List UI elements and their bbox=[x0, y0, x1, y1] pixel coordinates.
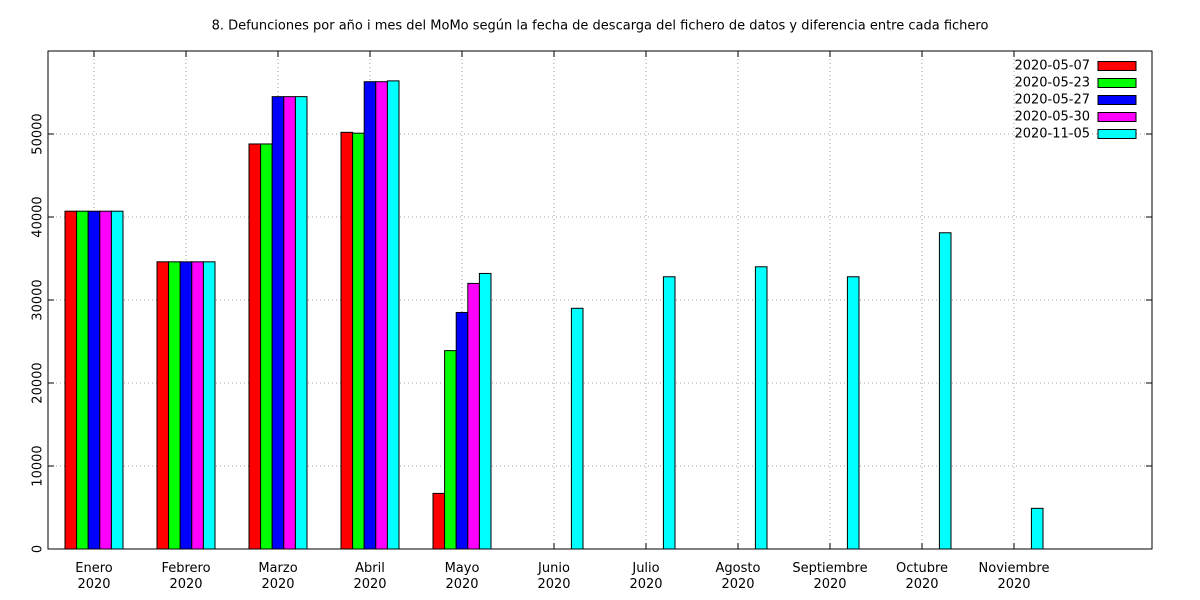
bar bbox=[1030, 507, 1044, 550]
x-tick-label: Mayo 2020 bbox=[445, 561, 480, 592]
bar bbox=[386, 80, 400, 550]
legend-label: 2020-05-07 bbox=[1014, 59, 1090, 74]
legend-swatch bbox=[1097, 78, 1137, 88]
legend-swatch bbox=[1097, 61, 1137, 71]
bar bbox=[271, 96, 285, 550]
chart-title: 8. Defunciones por año i mes del MoMo se… bbox=[212, 19, 989, 34]
legend-swatch bbox=[1097, 129, 1137, 139]
x-tick-label: Febrero 2020 bbox=[161, 561, 210, 592]
bar bbox=[340, 131, 354, 550]
legend-label: 2020-05-30 bbox=[1014, 110, 1090, 125]
legend-swatch bbox=[1097, 112, 1137, 122]
y-tick-label: 50000 bbox=[31, 113, 46, 154]
bar bbox=[846, 276, 860, 550]
bar bbox=[156, 261, 170, 550]
bar bbox=[76, 210, 89, 550]
bar bbox=[363, 81, 377, 550]
x-tick-label: Abril 2020 bbox=[353, 561, 386, 592]
bar bbox=[64, 210, 78, 550]
legend-label: 2020-11-05 bbox=[1014, 127, 1090, 142]
bar bbox=[294, 96, 308, 550]
bar bbox=[570, 307, 584, 550]
bar bbox=[444, 350, 457, 550]
x-tick-label: Junio 2020 bbox=[537, 561, 570, 592]
y-tick-label: 0 bbox=[31, 545, 46, 553]
legend-label: 2020-05-23 bbox=[1014, 76, 1090, 91]
y-tick-label: 10000 bbox=[31, 445, 46, 486]
bar bbox=[202, 261, 216, 550]
bar bbox=[191, 261, 204, 550]
y-tick-label: 40000 bbox=[31, 196, 46, 237]
x-tick-label: Agosto 2020 bbox=[716, 561, 761, 592]
bar bbox=[110, 210, 124, 550]
plot-frame bbox=[47, 50, 1153, 550]
x-tick-label: Noviembre 2020 bbox=[979, 561, 1050, 592]
bar bbox=[168, 261, 181, 550]
bar bbox=[375, 81, 388, 550]
x-tick-label: Enero 2020 bbox=[75, 561, 113, 592]
bar bbox=[179, 261, 193, 550]
bar bbox=[87, 210, 101, 550]
y-tick-label: 30000 bbox=[31, 279, 46, 320]
bar bbox=[352, 132, 365, 550]
legend-label: 2020-05-27 bbox=[1014, 93, 1090, 108]
bar bbox=[754, 266, 768, 550]
bar bbox=[455, 311, 469, 550]
x-tick-label: Octubre 2020 bbox=[896, 561, 948, 592]
x-tick-label: Marzo 2020 bbox=[258, 561, 297, 592]
y-tick-label: 20000 bbox=[31, 362, 46, 403]
x-tick-label: Septiembre 2020 bbox=[792, 561, 867, 592]
bar bbox=[662, 276, 676, 550]
bar bbox=[283, 96, 296, 550]
bar bbox=[938, 232, 952, 550]
x-tick-label: Julio 2020 bbox=[629, 561, 662, 592]
bar bbox=[432, 492, 446, 550]
bar bbox=[478, 272, 492, 550]
bar bbox=[467, 282, 480, 550]
bar bbox=[248, 143, 262, 550]
bar bbox=[99, 210, 112, 550]
legend-swatch bbox=[1097, 95, 1137, 105]
bar bbox=[260, 143, 273, 550]
